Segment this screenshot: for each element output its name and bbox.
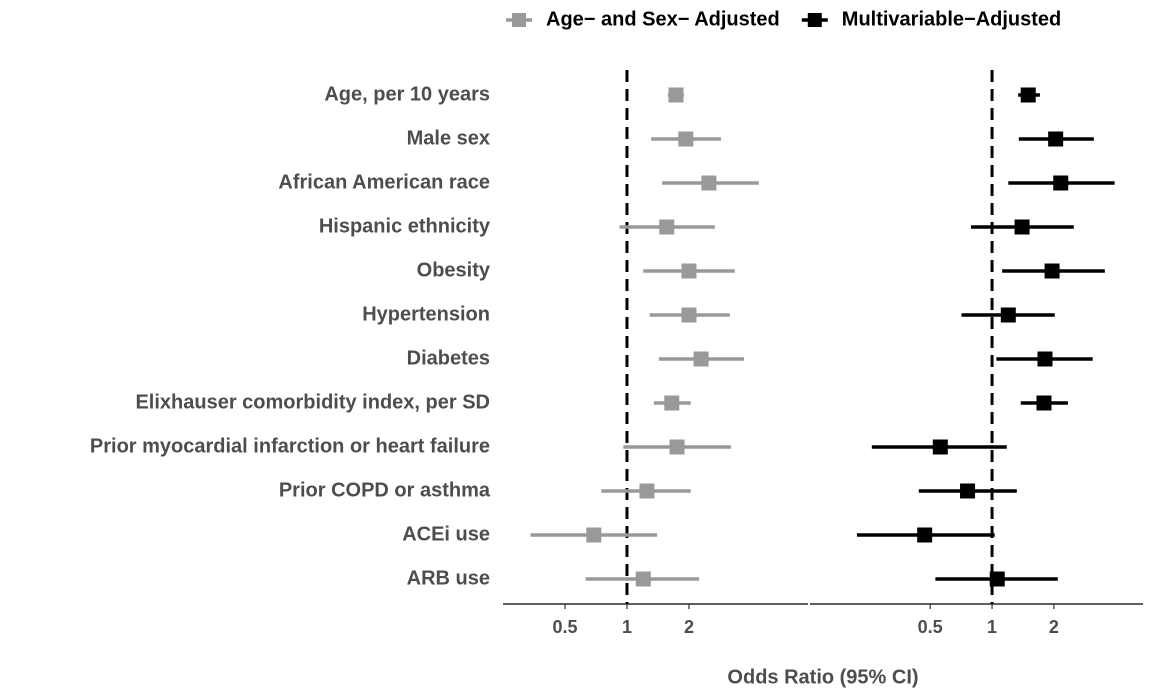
legend-marker [512,13,526,27]
x-tick-label: 0.5 [918,617,943,637]
x-axis-label: Odds Ratio (95% CI) [727,666,918,688]
x-tick-label: 1 [622,617,632,637]
point [669,439,685,455]
point [664,395,680,411]
point [1020,87,1036,103]
category-label: Hypertension [362,303,490,325]
point [932,439,948,455]
category-label: Obesity [417,259,491,281]
category-label: Prior myocardial infarction or heart fai… [90,435,490,457]
point [989,571,1005,587]
category-label: Age, per 10 years [324,83,490,105]
x-tick-label: 1 [987,617,997,637]
legend-marker [807,13,822,27]
legend-label: Multivariable−Adjusted [842,8,1062,30]
point [917,527,933,543]
point [681,307,697,323]
point [1014,219,1030,235]
point [1053,175,1069,191]
point [1044,263,1060,279]
point [693,351,709,367]
point [960,483,976,499]
point [1036,395,1052,411]
point [678,131,694,147]
point [586,527,602,543]
category-label: Elixhauser comorbidity index, per SD [135,391,490,413]
x-tick-label: 0.5 [552,617,577,637]
category-label: ACEi use [402,523,490,545]
point [668,87,684,103]
x-tick-label: 2 [1049,617,1059,637]
category-label: Male sex [407,127,490,149]
category-label: ARB use [407,567,490,589]
category-label: African American race [278,171,490,193]
point [701,175,717,191]
point [659,219,675,235]
point [1037,351,1053,367]
x-tick-label: 2 [684,617,694,637]
point [1048,131,1064,147]
point [639,483,655,499]
point [1000,307,1016,323]
point [681,263,697,279]
point [635,571,651,587]
category-label: Hispanic ethnicity [319,215,491,237]
category-label: Diabetes [407,347,490,369]
category-label: Prior COPD or asthma [279,479,491,501]
legend-label: Age− and Sex− Adjusted [546,8,780,30]
